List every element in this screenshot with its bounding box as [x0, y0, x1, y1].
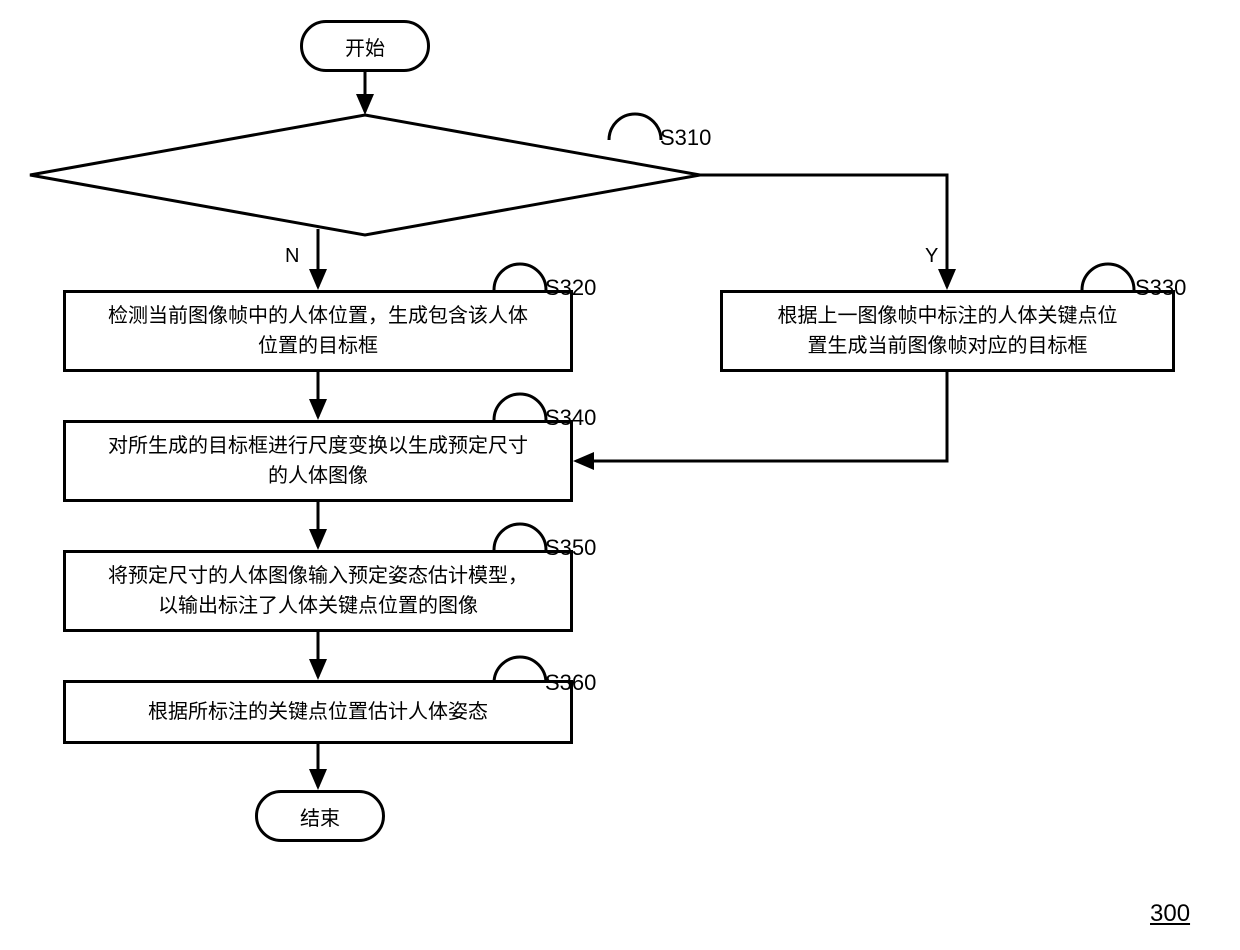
decision-text: 获取待处理视频，并判断当前图像帧的上一图像帧的 关键点位置是否存在 — [110, 155, 620, 215]
decision-line2: 关键点位置是否存在 — [275, 189, 455, 211]
label-s310: S310 — [660, 125, 711, 151]
branch-no: N — [285, 245, 299, 268]
s360-text: 根据所标注的关键点位置估计人体姿态 — [148, 697, 488, 727]
arc-s330 — [1082, 264, 1134, 290]
arc-s350 — [494, 524, 546, 550]
process-s320: 检测当前图像帧中的人体位置，生成包含该人体 位置的目标框 — [63, 290, 573, 372]
process-s360: 根据所标注的关键点位置估计人体姿态 — [63, 680, 573, 744]
terminal-end-label: 结束 — [300, 802, 340, 831]
s330-line1: 根据上一图像帧中标注的人体关键点位 — [778, 305, 1118, 327]
decision-line1: 获取待处理视频，并判断当前图像帧的上一图像帧的 — [135, 159, 595, 181]
s320-line2: 位置的目标框 — [258, 335, 378, 357]
arc-s340 — [494, 394, 546, 420]
s340-line2: 的人体图像 — [268, 465, 368, 487]
s330-line2: 置生成当前图像帧对应的目标框 — [808, 335, 1088, 357]
label-s350: S350 — [545, 535, 596, 561]
s350-line2: 以输出标注了人体关键点位置的图像 — [158, 595, 478, 617]
arrow-decision-s330 — [700, 175, 947, 287]
label-s360: S360 — [545, 670, 596, 696]
process-s340: 对所生成的目标框进行尺度变换以生成预定尺寸 的人体图像 — [63, 420, 573, 502]
terminal-start: 开始 — [300, 20, 430, 72]
s340-line1: 对所生成的目标框进行尺度变换以生成预定尺寸 — [108, 435, 528, 457]
label-s330: S330 — [1135, 275, 1186, 301]
process-s350: 将预定尺寸的人体图像输入预定姿态估计模型， 以输出标注了人体关键点位置的图像 — [63, 550, 573, 632]
s320-line1: 检测当前图像帧中的人体位置，生成包含该人体 — [108, 305, 528, 327]
arc-s310 — [609, 114, 661, 140]
arrow-s330-s340 — [576, 372, 947, 461]
label-s320: S320 — [545, 275, 596, 301]
terminal-end: 结束 — [255, 790, 385, 842]
figure-number: 300 — [1150, 900, 1190, 928]
arc-s320 — [494, 264, 546, 290]
branch-yes: Y — [925, 245, 938, 268]
terminal-start-label: 开始 — [345, 32, 385, 61]
label-s340: S340 — [545, 405, 596, 431]
process-s330: 根据上一图像帧中标注的人体关键点位 置生成当前图像帧对应的目标框 — [720, 290, 1175, 372]
s350-line1: 将预定尺寸的人体图像输入预定姿态估计模型， — [108, 565, 528, 587]
